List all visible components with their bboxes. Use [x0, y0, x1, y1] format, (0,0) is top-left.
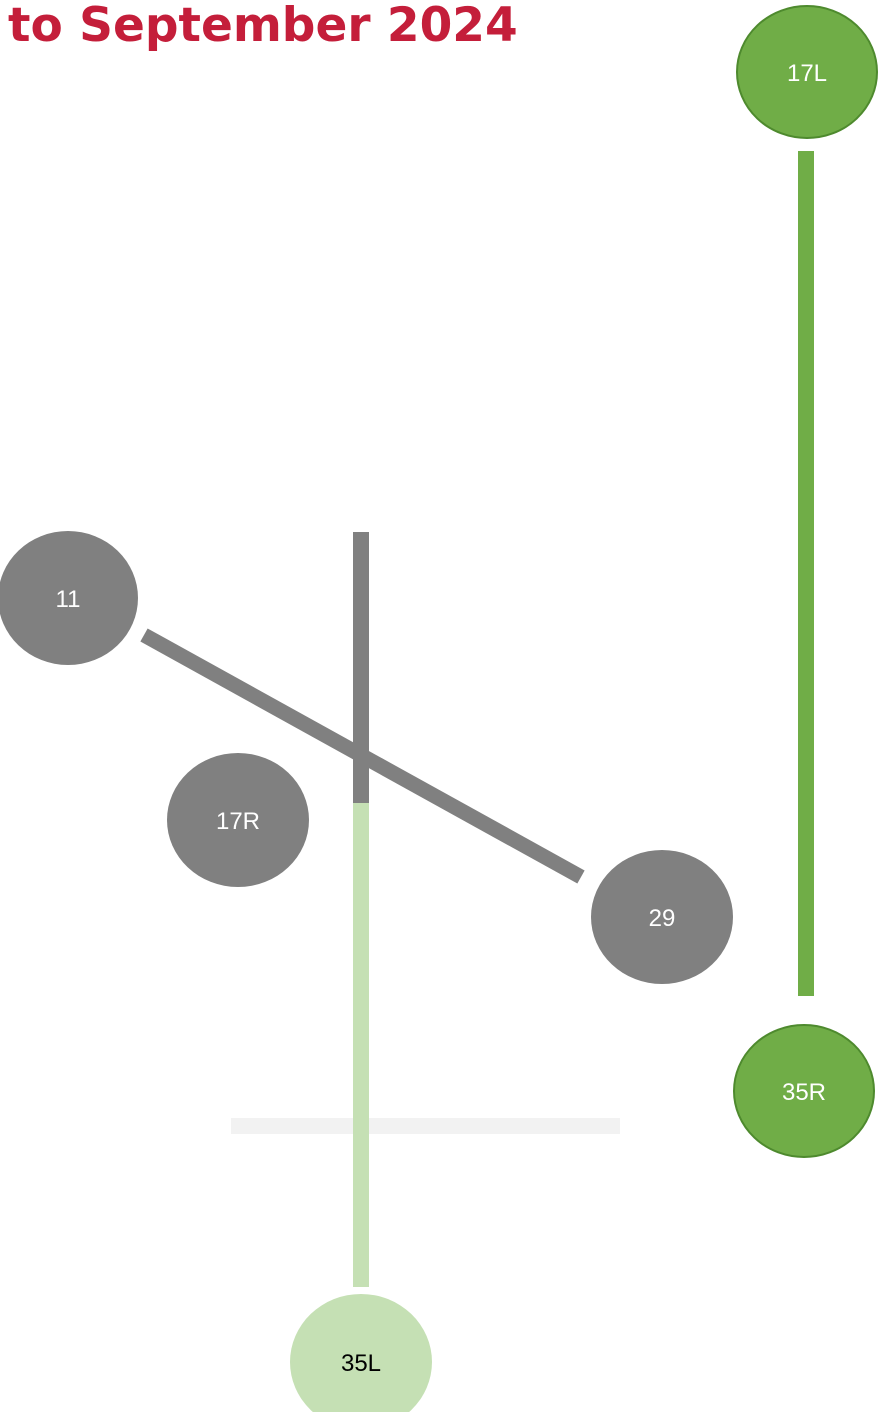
threshold-11-label: 11 — [56, 586, 81, 613]
threshold-35r: 35R — [733, 1024, 875, 1158]
threshold-17r: 17R — [167, 753, 309, 887]
threshold-17r-label: 17R — [216, 808, 260, 835]
threshold-35l-label: 35L — [341, 1350, 381, 1377]
threshold-11: 11 — [0, 531, 138, 665]
threshold-35r-label: 35R — [782, 1079, 826, 1106]
threshold-29-label: 29 — [649, 905, 676, 932]
runway-17l-35r — [798, 151, 814, 996]
runway-17r-35l-closed-segment — [353, 532, 369, 803]
runway-17r-35l-open-segment — [353, 803, 369, 1287]
taxiway-bar — [231, 1118, 620, 1134]
threshold-29: 29 — [591, 850, 733, 984]
threshold-17l-label: 17L — [787, 60, 827, 87]
threshold-17l: 17L — [736, 5, 878, 139]
runway-11-29 — [140, 628, 585, 884]
page-title: to September 2024 — [8, 0, 518, 53]
threshold-35l: 35L — [290, 1294, 432, 1412]
